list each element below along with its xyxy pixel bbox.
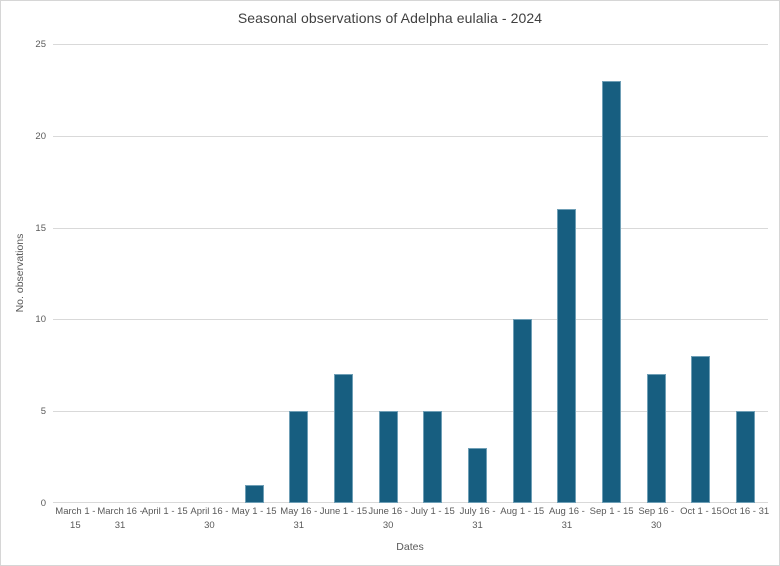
x-tick-label: April 16 -30 xyxy=(190,506,229,531)
x-tick-label: Aug 16 -31 xyxy=(548,506,585,531)
x-tick-label: Aug 1 - 15 xyxy=(500,506,545,517)
bar-may-1-15 xyxy=(244,485,264,503)
x-axis-title: Dates xyxy=(396,541,424,553)
bar-june-16-30 xyxy=(378,411,398,503)
gridline xyxy=(53,502,768,503)
x-tick-label: March 16 -31 xyxy=(97,506,143,531)
gridline xyxy=(53,228,768,229)
y-tick-label: 0 xyxy=(40,498,46,509)
bar-oct-16-31 xyxy=(736,411,756,503)
gridline xyxy=(53,136,768,137)
x-tick-label: June 1 - 15 xyxy=(319,506,368,517)
x-tick-label: July 1 - 15 xyxy=(410,506,455,517)
chart-title: Seasonal observations of Adelpha eulalia… xyxy=(237,10,543,26)
bar-aug-16-31 xyxy=(557,209,577,503)
bar-may-16-31 xyxy=(289,411,309,503)
y-tick-label: 10 xyxy=(35,314,46,326)
bar-sep-1-15 xyxy=(602,81,622,503)
x-tick-label: March 1 -15 xyxy=(55,506,96,531)
plot-area xyxy=(53,44,768,503)
y-axis-title: No. observations xyxy=(14,233,26,313)
bar-june-1-15 xyxy=(333,374,353,503)
x-tick-label: Oct 16 - 31 xyxy=(722,506,770,517)
x-tick-label: May 16 -31 xyxy=(280,506,318,531)
gridline xyxy=(53,319,768,320)
y-tick-label: 15 xyxy=(35,222,46,234)
y-tick-label: 20 xyxy=(35,130,46,142)
y-tick-label: 5 xyxy=(40,406,46,418)
x-tick-label: Sep 1 - 15 xyxy=(589,506,634,517)
gridline xyxy=(53,44,768,45)
x-tick-label: Oct 1 - 15 xyxy=(680,506,722,517)
x-tick-label: April 1 - 15 xyxy=(141,506,188,517)
x-tick-label: June 16 -30 xyxy=(368,506,408,531)
bar-sep-16-30 xyxy=(646,374,666,503)
gridline xyxy=(53,411,768,412)
bar-aug-1-15 xyxy=(512,319,532,503)
x-tick-label: May 1 - 15 xyxy=(231,506,277,517)
bar-july-1-15 xyxy=(423,411,443,503)
x-tick-label: July 16 -31 xyxy=(459,506,496,531)
x-tick-label: Sep 16 -30 xyxy=(638,506,675,531)
y-tick-label: 25 xyxy=(35,39,46,50)
bar-oct-1-15 xyxy=(691,356,711,503)
bar-july-16-31 xyxy=(468,448,488,503)
